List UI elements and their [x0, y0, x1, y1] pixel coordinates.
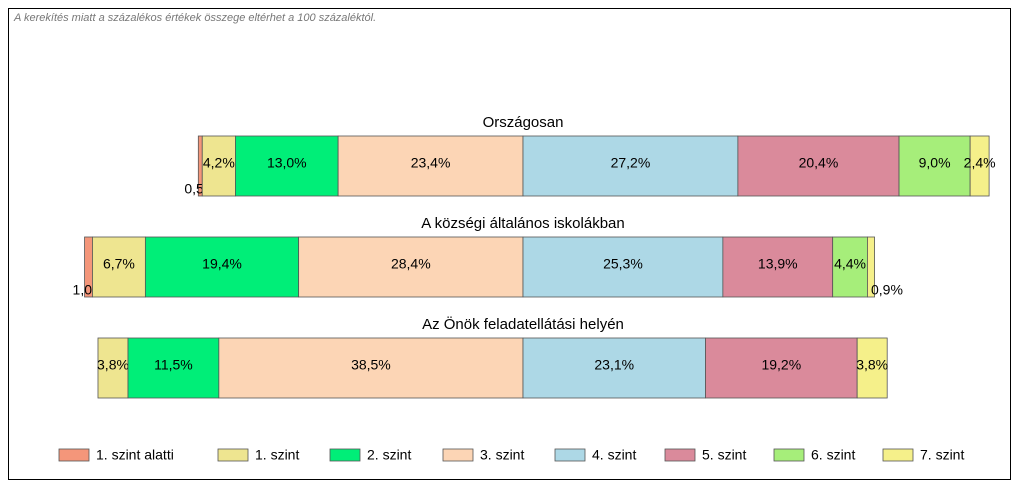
value-label: 19,2%	[761, 357, 801, 373]
bar-segment	[92, 236, 146, 298]
value-label: 3,8%	[97, 357, 129, 373]
value-label: 4,4%	[834, 256, 866, 272]
value-label: 23,4%	[411, 155, 451, 171]
bar-segment	[856, 337, 888, 399]
bar-segment	[705, 337, 858, 399]
legend-swatch	[773, 448, 805, 462]
value-label: 13,0%	[267, 155, 307, 171]
value-label: 6,7%	[103, 256, 135, 272]
bar-segment	[144, 236, 300, 298]
legend-label: 7. szint	[920, 447, 964, 463]
legend-label: 1. szint	[255, 447, 299, 463]
bar-segment	[522, 337, 706, 399]
bar-segment	[522, 135, 739, 197]
bar-segment	[298, 236, 524, 298]
bar-segment	[218, 337, 524, 399]
value-label: 9,0%	[919, 155, 951, 171]
value-label: 28,4%	[391, 256, 431, 272]
value-label: 4,2%	[203, 155, 235, 171]
bar-segment	[722, 236, 834, 298]
legend-swatch	[554, 448, 586, 462]
row-title: Országosan	[483, 114, 564, 131]
legend-swatch	[882, 448, 914, 462]
value-label: 38,5%	[351, 357, 391, 373]
value-label: 19,4%	[202, 256, 242, 272]
legend-label: 6. szint	[811, 447, 855, 463]
legend-label: 3. szint	[480, 447, 524, 463]
value-label: 11,5%	[154, 357, 193, 373]
bar-segment	[522, 236, 724, 298]
value-label: 3,8%	[856, 357, 888, 373]
legend-swatch	[217, 448, 249, 462]
bar-segment	[127, 337, 220, 399]
legend-label: 2. szint	[367, 447, 411, 463]
value-label: 2,4%	[964, 155, 996, 171]
row-title: Az Önök feladatellátási helyén	[422, 315, 624, 333]
bar-segment	[235, 135, 339, 197]
value-label: 0,9%	[871, 282, 903, 298]
bar-segment	[969, 135, 990, 197]
legend-label: 4. szint	[592, 447, 636, 463]
bar-segment	[832, 236, 868, 298]
value-label: 27,2%	[611, 155, 651, 171]
legend-swatch	[329, 448, 361, 462]
bar-segment	[97, 337, 129, 399]
legend-label: 1. szint alatti	[96, 447, 174, 463]
legend-swatch	[58, 448, 90, 462]
row-title: A községi általános iskolákban	[421, 215, 624, 232]
bar-segment	[737, 135, 900, 197]
value-label: 13,9%	[758, 256, 798, 272]
legend-swatch	[664, 448, 696, 462]
bar-segment	[898, 135, 971, 197]
subtitle: A kerekítés miatt a százalékos értékek ö…	[13, 12, 376, 24]
value-label: 20,4%	[799, 155, 839, 171]
legend-swatch	[442, 448, 474, 462]
bar-segment	[867, 236, 875, 298]
value-label: 23,1%	[594, 357, 634, 373]
value-label: 25,3%	[603, 256, 643, 272]
legend-label: 5. szint	[702, 447, 746, 463]
bar-segment	[337, 135, 524, 197]
